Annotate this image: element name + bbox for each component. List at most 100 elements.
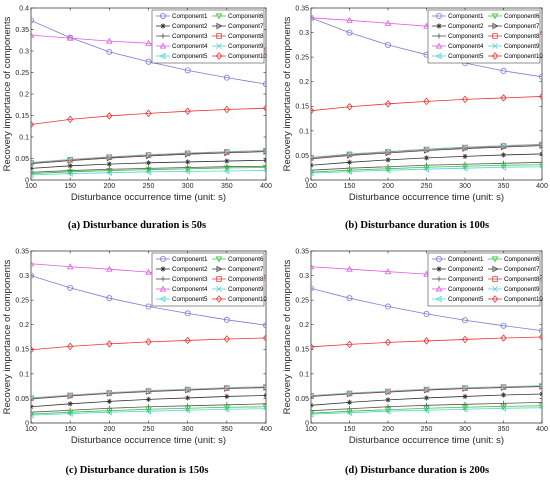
series-line [31, 151, 266, 165]
data-point [67, 156, 74, 163]
y-tick-label: 0.15 [295, 347, 309, 354]
x-tick-label: 100 [25, 426, 37, 433]
x-tick-label: 250 [143, 426, 155, 433]
legend-label: Component5 [448, 296, 484, 303]
series-Component6 [311, 403, 542, 417]
legend-label: Component9 [504, 286, 540, 293]
y-tick-label: 0.05 [15, 156, 29, 163]
data-point [31, 31, 35, 38]
legend-label: Component3 [172, 276, 208, 283]
data-point [423, 406, 429, 414]
series-Component9 [311, 382, 542, 399]
series-line [31, 167, 266, 174]
data-point [145, 406, 152, 413]
data-point [224, 158, 230, 164]
data-point [184, 166, 191, 173]
y-tick-label: 0.4 [19, 5, 29, 12]
y-tick-label: 0.35 [295, 5, 309, 12]
legend-marker [216, 43, 222, 49]
panel-caption: (b) Disturbance duration is 100s [345, 220, 489, 231]
x-tick-label: 300 [459, 426, 471, 433]
series-line [311, 145, 542, 160]
data-point [185, 395, 191, 401]
legend-label: Component2 [448, 23, 484, 30]
data-point [263, 147, 266, 154]
data-point [223, 148, 230, 155]
data-point [539, 73, 542, 80]
legend-marker [435, 285, 443, 292]
series-line [31, 406, 266, 415]
series-Component9 [31, 147, 266, 166]
legend-marker [435, 255, 442, 262]
data-point [538, 333, 542, 341]
legend-label: Component1 [448, 13, 484, 20]
legend-entry-Component4: Component4 [156, 285, 208, 293]
legend-box [427, 252, 541, 307]
y-tick-label: 0.25 [15, 70, 29, 77]
data-point [500, 334, 507, 342]
series-Component10 [31, 334, 266, 354]
series-line [311, 336, 542, 348]
y-tick-label: 0 [25, 420, 29, 427]
y-axis-label: Recovery importance of components [282, 16, 293, 171]
legend-entry-Component4: Component4 [432, 285, 484, 293]
x-tick-label: 150 [64, 426, 76, 433]
legend-label: Component2 [172, 266, 208, 273]
legend: Component1 Component2 Component3 Component4… [427, 9, 543, 64]
x-tick-label: 300 [182, 426, 194, 433]
legend-label: Component3 [172, 33, 208, 40]
data-point [311, 285, 314, 292]
data-point [462, 153, 468, 160]
data-point [385, 157, 391, 163]
legend-label: Component3 [448, 276, 484, 283]
legend-label: Component5 [172, 53, 208, 60]
legend-label: Component10 [228, 296, 267, 303]
y-tick-label: 0.2 [19, 322, 29, 329]
data-point [346, 295, 353, 302]
data-point [423, 155, 430, 161]
legend-entry-Component9: Component9 [488, 286, 540, 293]
legend-entry-Component5: Component5 [156, 295, 208, 303]
data-point [539, 141, 542, 148]
data-point [539, 382, 542, 389]
data-point [500, 143, 507, 149]
legend-marker [160, 23, 166, 29]
y-tick-label: 0.2 [299, 79, 309, 86]
data-point [346, 16, 353, 23]
data-point [145, 160, 152, 166]
y-tick-label: 0.3 [299, 273, 309, 280]
data-point [461, 335, 469, 344]
data-point [106, 48, 113, 55]
y-tick-label: 0 [305, 420, 309, 427]
data-point [31, 160, 34, 166]
legend-marker [159, 295, 166, 303]
data-point [423, 402, 430, 408]
data-point [106, 37, 113, 44]
data-point [31, 272, 34, 279]
legend-marker [216, 286, 222, 292]
data-point [385, 397, 391, 403]
legend-marker [216, 22, 223, 30]
legend-entry-Component6: Component6 [212, 256, 264, 263]
legend-label: Component7 [504, 23, 540, 30]
legend-entry-Component9: Component9 [212, 43, 264, 50]
series-line [31, 20, 266, 85]
series-line [311, 96, 542, 112]
legend-entry-Component10: Component10 [488, 52, 543, 60]
data-point [67, 401, 73, 407]
data-point [66, 409, 74, 416]
series-Component6 [31, 165, 266, 177]
data-point [538, 405, 542, 410]
series-Component1 [311, 285, 542, 334]
legend-entry-Component7: Component7 [212, 265, 264, 273]
data-point [184, 150, 191, 156]
legend-label: Component1 [172, 13, 208, 20]
legend-entry-Component4: Component4 [156, 42, 208, 50]
data-point [500, 404, 506, 412]
data-point [311, 393, 314, 399]
legend-label: Component3 [448, 33, 484, 40]
legend-marker [436, 23, 442, 29]
data-point [538, 275, 542, 282]
data-point [184, 310, 191, 317]
legend-box [427, 9, 541, 64]
